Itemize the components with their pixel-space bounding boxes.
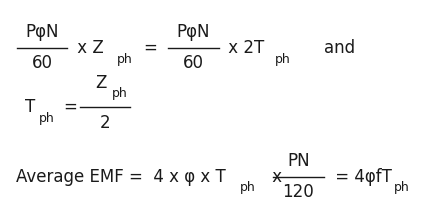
Text: PN: PN [287,152,310,170]
Text: =: = [64,98,78,116]
Text: PφN: PφN [25,23,59,41]
Text: ph: ph [240,181,256,194]
Text: Z: Z [95,74,106,92]
Text: = 4φfT: = 4φfT [330,168,392,186]
Text: x Z: x Z [71,39,103,57]
Text: ph: ph [394,181,410,194]
Text: Average EMF =  4 x φ x T: Average EMF = 4 x φ x T [16,168,226,186]
Text: T: T [25,98,35,116]
Text: 120: 120 [283,183,314,201]
Text: PφN: PφN [177,23,210,41]
Text: 60: 60 [183,54,204,72]
Text: 60: 60 [31,54,52,72]
Text: =: = [143,39,157,57]
Text: x 2T: x 2T [223,39,264,57]
Text: 2: 2 [100,114,110,132]
Text: and: and [303,39,355,57]
Text: ph: ph [112,87,127,100]
Text: ph: ph [38,112,54,125]
Text: ph: ph [117,52,133,66]
Text: ph: ph [274,52,290,66]
Text: x: x [267,168,288,186]
